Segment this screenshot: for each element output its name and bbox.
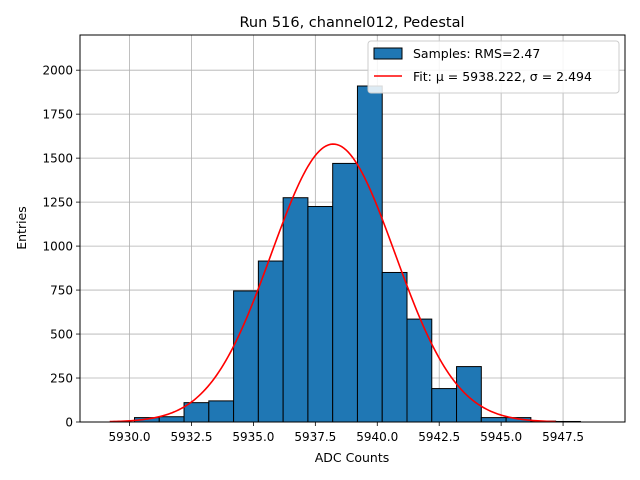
plot-frame (79, 34, 626, 423)
histogram-bar (307, 206, 334, 423)
legend-box (367, 40, 620, 94)
histogram-bar (431, 388, 458, 423)
x-tick-label: 5935.0 (232, 430, 274, 444)
x-tick-label: 5930.0 (109, 430, 151, 444)
histogram-bar (381, 271, 408, 423)
y-tick-label: 1000 (42, 240, 73, 254)
x-tick-label: 5942.5 (418, 430, 460, 444)
histogram-bars (134, 85, 581, 423)
histogram-bar (480, 417, 507, 423)
y-tick-label: 2000 (42, 64, 73, 78)
histogram-bar (356, 85, 383, 423)
gaussian-fit-curve (109, 143, 556, 423)
legend-fit-label: Fit: μ = 5938.222, σ = 2.494 (413, 69, 592, 84)
histogram-bar (233, 290, 259, 423)
legend-histogram-label: Samples: RMS=2.47 (413, 46, 540, 61)
x-axis-label: ADC Counts (315, 450, 390, 465)
x-tick-label: 5947.5 (542, 430, 584, 444)
chart-title: Run 516, channel012, Pedestal (239, 15, 464, 31)
x-axis: 5930.0 5932.5 5935.0 5937.5 5940.0 5942.5 5945… (109, 422, 584, 444)
histogram-bar (208, 400, 235, 423)
y-tick-label: 750 (50, 284, 73, 298)
x-tick-label: 5940.0 (356, 430, 398, 444)
histogram-bar (158, 416, 185, 423)
y-tick-label: 0 (65, 416, 73, 430)
histogram-bar (332, 162, 358, 423)
histogram-bar (282, 197, 309, 423)
legend-histogram-swatch (373, 47, 403, 60)
x-tick-label: 5932.5 (170, 430, 212, 444)
y-tick-label: 500 (50, 328, 73, 342)
x-tick-label: 5937.5 (294, 430, 336, 444)
fit-curve-group (109, 143, 556, 423)
y-axis-label: Entries (14, 206, 29, 250)
y-tick-label: 1250 (42, 196, 73, 210)
histogram-bar (257, 260, 284, 423)
y-tick-label: 250 (50, 372, 73, 386)
y-axis: 0 250 500 750 1000 1250 1500 1750 2000 (42, 64, 80, 430)
legend: Samples: RMS=2.47 Fit: μ = 5938.222, σ =… (367, 40, 620, 94)
y-tick-label: 1750 (42, 108, 73, 122)
y-tick-label: 1500 (42, 152, 73, 166)
x-tick-label: 5945.0 (480, 430, 522, 444)
histogram-bar (456, 366, 482, 423)
